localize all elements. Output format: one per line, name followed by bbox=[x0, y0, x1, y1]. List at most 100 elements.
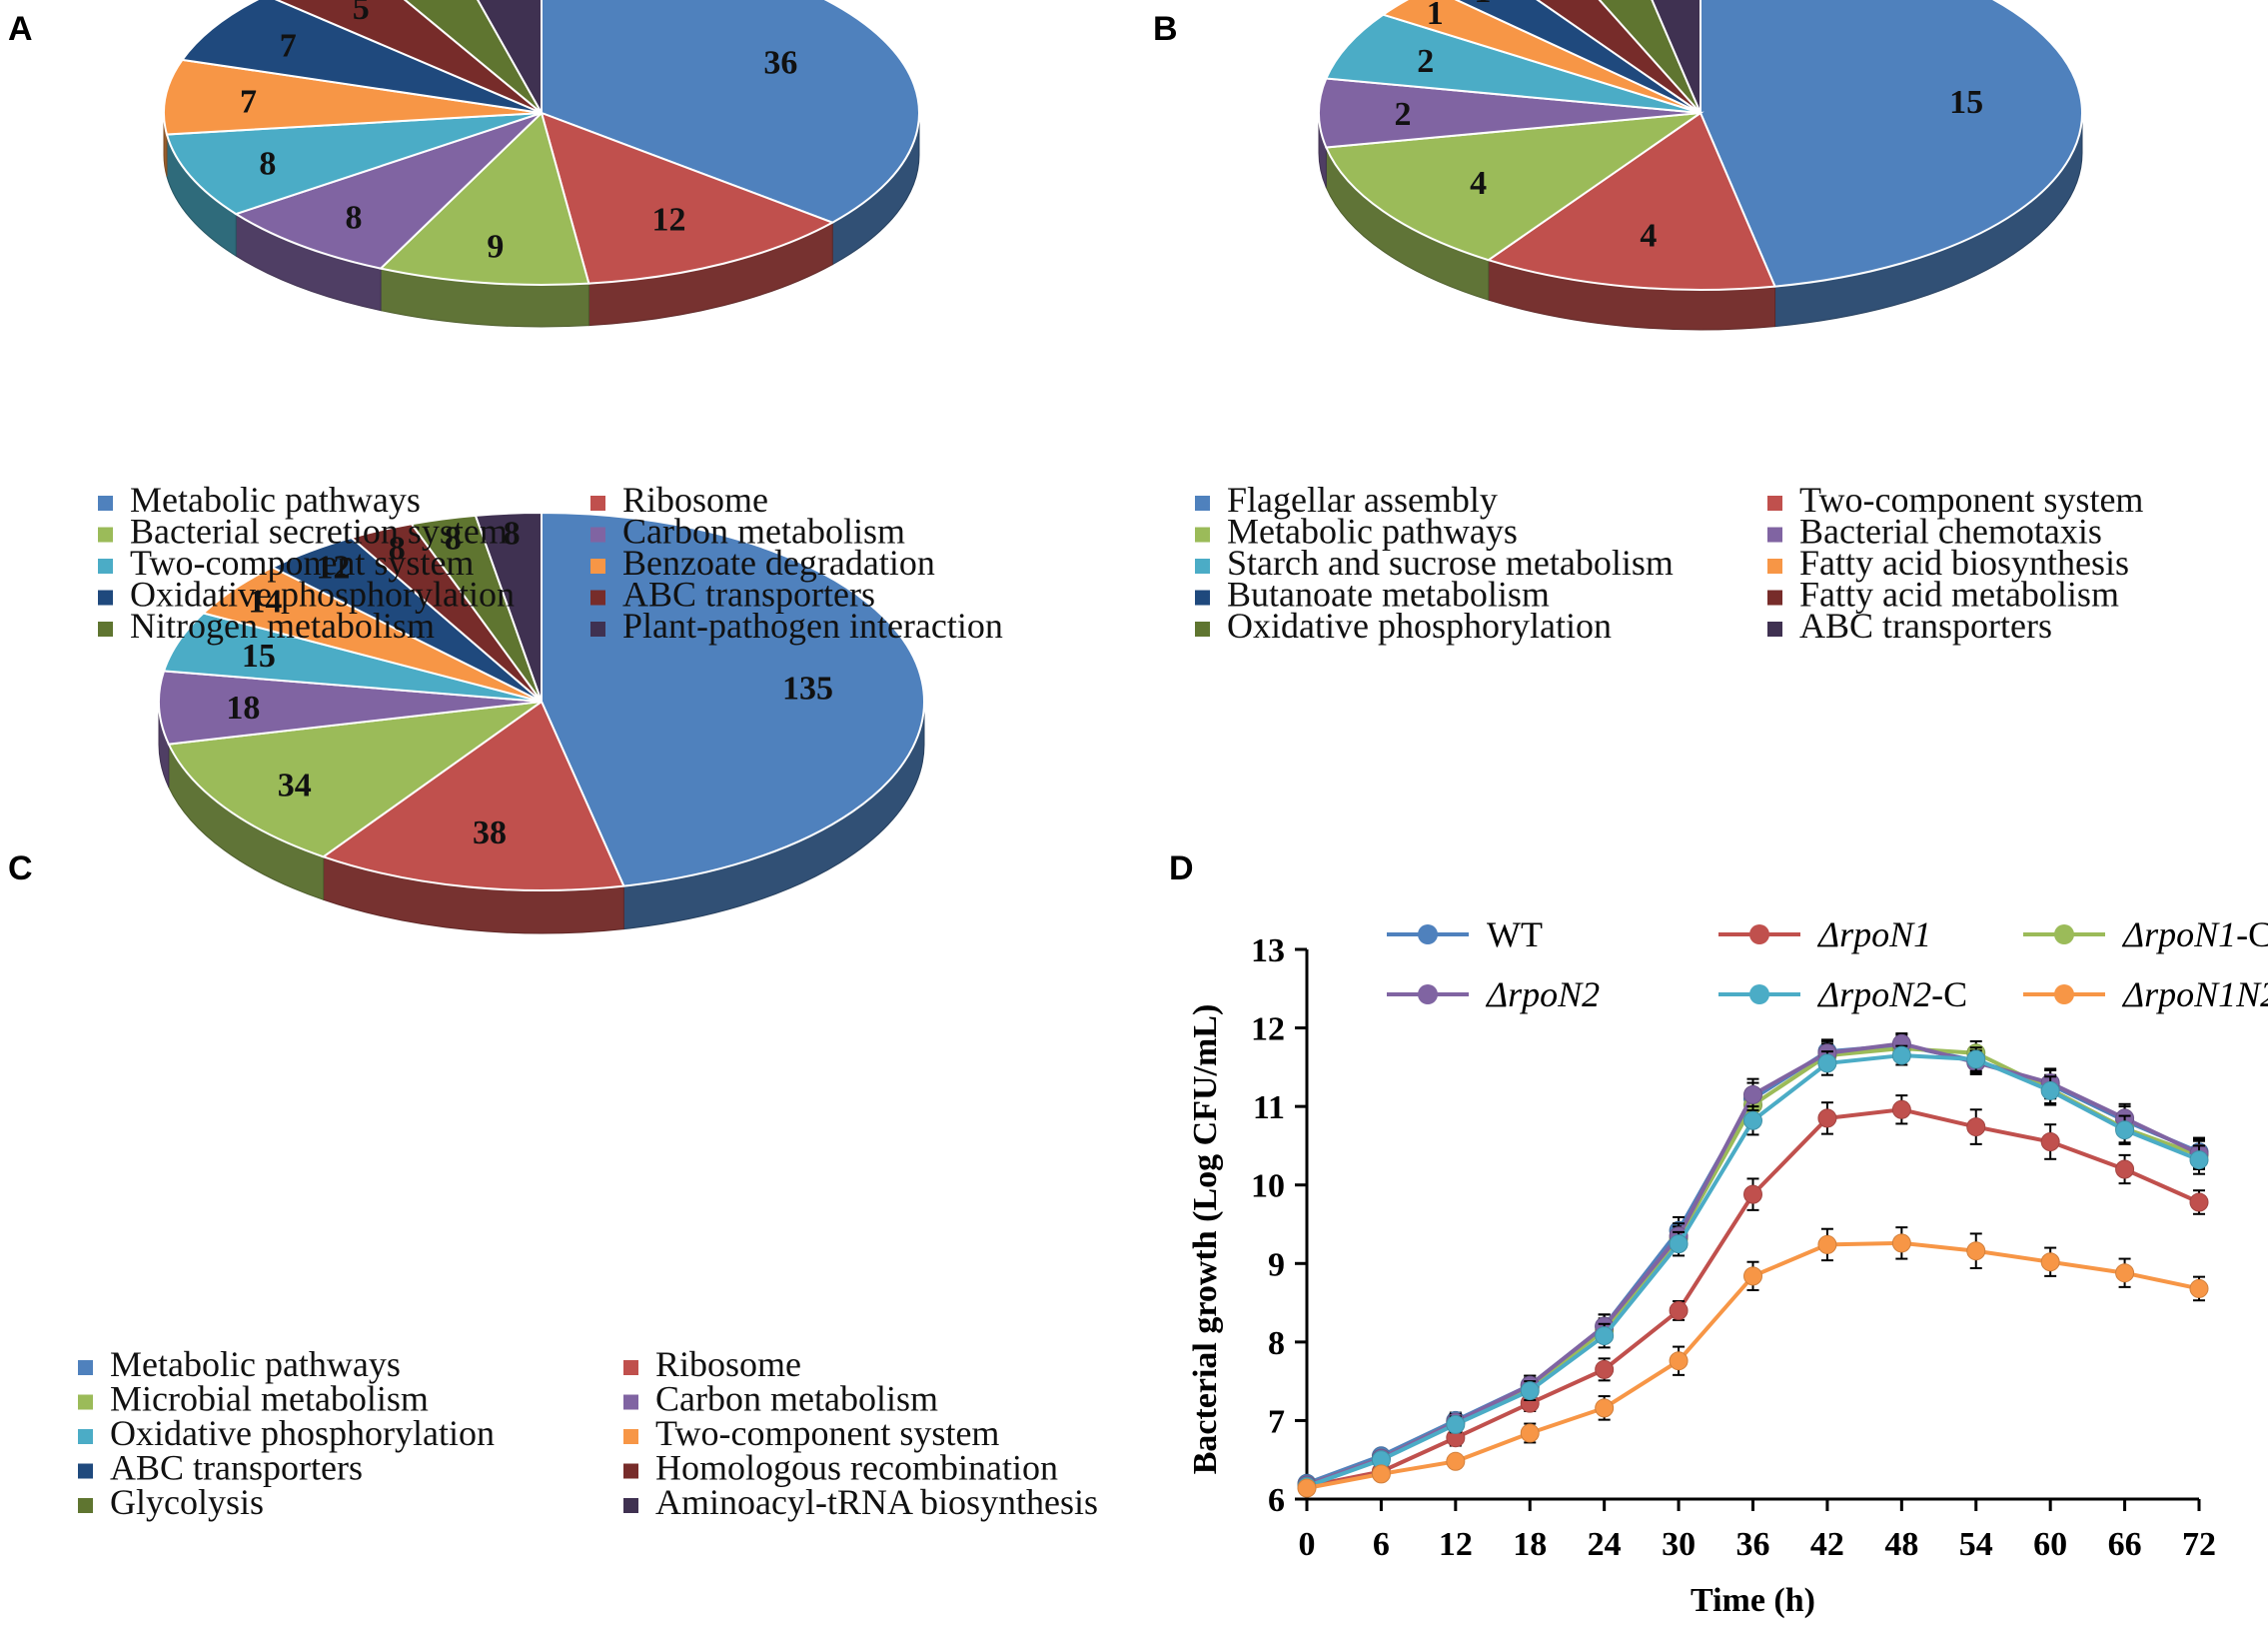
data-point-1-9 bbox=[1966, 1117, 1986, 1137]
pie-slice-8 bbox=[1598, 0, 1701, 114]
pie-slice-3 bbox=[1318, 77, 1701, 149]
legend-label-8: Oxidative phosphorylation bbox=[1227, 606, 1612, 646]
legend-swatch-9 bbox=[590, 622, 605, 637]
slice-value-label-6: 12 bbox=[316, 550, 350, 587]
legend-label-7: Homologous recombination bbox=[655, 1448, 1058, 1488]
legend-label-6: Oxidative phosphorylation bbox=[130, 575, 515, 615]
pie-slice-9 bbox=[1651, 0, 1701, 114]
pie-slice-7 bbox=[275, 0, 543, 114]
data-point-5-7 bbox=[1817, 1234, 1837, 1254]
legend-swatch-1 bbox=[590, 496, 605, 511]
legend-swatch-9 bbox=[1767, 622, 1782, 637]
slice-value-label-0: 135 bbox=[782, 671, 833, 708]
line-legend-marker-4 bbox=[1749, 984, 1769, 1004]
pie-slice-6 bbox=[180, 0, 543, 114]
pie-slice-8 bbox=[403, 0, 543, 114]
legend-swatch-0 bbox=[78, 1360, 93, 1375]
x-tick-label-6: 36 bbox=[1736, 1526, 1770, 1563]
line-legend-label-0: WT bbox=[1487, 914, 1543, 954]
slice-value-label-3: 8 bbox=[346, 199, 363, 236]
x-tick-label-9: 54 bbox=[1959, 1526, 1993, 1563]
data-point-4-12 bbox=[2189, 1150, 2209, 1170]
legend-label-5: Fatty acid biosynthesis bbox=[1799, 543, 2129, 583]
legend-swatch-0 bbox=[98, 496, 113, 511]
legend-swatch-5 bbox=[1767, 559, 1782, 574]
legend-swatch-6 bbox=[98, 590, 113, 606]
legend-label-2: Bacterial secretion system bbox=[130, 512, 508, 552]
line-legend-label-1: ΔrpoN1 bbox=[1816, 914, 1931, 954]
legend-swatch-6 bbox=[78, 1463, 93, 1479]
pie-slice-1 bbox=[321, 700, 625, 891]
line-legend-marker-1 bbox=[1749, 924, 1769, 944]
panel-label-a: A bbox=[8, 10, 33, 48]
data-point-5-11 bbox=[2115, 1263, 2135, 1283]
legend-label-6: Butanoate metabolism bbox=[1227, 575, 1550, 615]
slice-value-label-6: 7 bbox=[280, 28, 297, 65]
legend-label-4: Starch and sucrose metabolism bbox=[1227, 543, 1674, 583]
slice-value-label-8: 8 bbox=[445, 521, 462, 558]
legend-label-9: ABC transporters bbox=[1799, 606, 2052, 646]
line-legend-label-3: ΔrpoN2 bbox=[1485, 974, 1600, 1014]
legend-swatch-0 bbox=[1195, 496, 1210, 511]
line-legend-marker-0 bbox=[1418, 924, 1438, 944]
y-tick-label-3: 9 bbox=[1268, 1246, 1285, 1283]
data-point-4-4 bbox=[1595, 1326, 1615, 1346]
legend-swatch-4 bbox=[78, 1429, 93, 1444]
x-tick-label-0: 0 bbox=[1299, 1526, 1316, 1563]
x-tick-label-4: 24 bbox=[1588, 1526, 1622, 1563]
slice-value-label-1: 4 bbox=[1640, 218, 1657, 255]
legend-swatch-7 bbox=[623, 1463, 638, 1479]
legend-label-5: Two-component system bbox=[655, 1413, 999, 1453]
legend-label-4: Oxidative phosphorylation bbox=[110, 1413, 495, 1453]
y-tick-label-2: 8 bbox=[1268, 1325, 1285, 1362]
pie-slice-3 bbox=[158, 670, 543, 746]
data-point-4-7 bbox=[1817, 1053, 1837, 1073]
pie-slice-2 bbox=[379, 111, 590, 286]
legend-label-3: Carbon metabolism bbox=[655, 1379, 938, 1419]
legend-swatch-4 bbox=[1195, 559, 1210, 574]
x-tick-label-7: 42 bbox=[1810, 1526, 1844, 1563]
legend-swatch-1 bbox=[1767, 496, 1782, 511]
x-tick-label-11: 66 bbox=[2108, 1526, 2142, 1563]
data-point-5-3 bbox=[1520, 1423, 1540, 1443]
x-tick-label-12: 72 bbox=[2182, 1526, 2216, 1563]
data-point-4-10 bbox=[2040, 1080, 2060, 1100]
slice-value-label-1: 12 bbox=[651, 202, 685, 239]
pie-slice-5 bbox=[1381, 0, 1701, 114]
data-point-5-12 bbox=[2189, 1278, 2209, 1298]
x-tick-label-5: 30 bbox=[1662, 1526, 1696, 1563]
data-point-3-6 bbox=[1743, 1084, 1762, 1104]
legend-swatch-7 bbox=[1767, 590, 1782, 606]
pie-slice-3 bbox=[233, 112, 543, 270]
pie-slice-4 bbox=[165, 112, 543, 216]
slice-value-label-5: 7 bbox=[240, 83, 257, 120]
pie-sides bbox=[163, 112, 920, 328]
line-legend-marker-2 bbox=[2054, 924, 2074, 944]
slice-value-label-3: 18 bbox=[226, 690, 260, 727]
data-point-5-0 bbox=[1297, 1478, 1317, 1498]
legend-label-3: Carbon metabolism bbox=[622, 512, 905, 552]
legend-label-8: Nitrogen metabolism bbox=[130, 606, 435, 646]
slice-value-label-4: 8 bbox=[259, 145, 276, 182]
legend-label-4: Two-component system bbox=[130, 543, 474, 583]
legend-swatch-2 bbox=[78, 1394, 93, 1410]
x-tick-label-1: 6 bbox=[1373, 1526, 1390, 1563]
data-point-5-5 bbox=[1669, 1351, 1689, 1371]
legend-swatch-8 bbox=[98, 622, 113, 637]
legend-c: Metabolic pathways Ribosome Microbial meta… bbox=[78, 1344, 1098, 1522]
legend-label-7: ABC transporters bbox=[622, 575, 875, 615]
y-tick-label-4: 10 bbox=[1251, 1168, 1285, 1205]
legend-swatch-4 bbox=[98, 559, 113, 574]
slice-value-label-4: 15 bbox=[242, 638, 276, 675]
y-tick-label-6: 12 bbox=[1251, 1011, 1285, 1048]
legend-label-2: Metabolic pathways bbox=[1227, 512, 1518, 552]
legend-label-1: Ribosome bbox=[622, 480, 768, 520]
pie-slice-0 bbox=[541, 511, 925, 887]
pie-slice-1 bbox=[540, 111, 835, 285]
y-axis-title: Bacterial growth (Log CFU/mL) bbox=[1187, 1004, 1224, 1475]
line-legend-label-4: ΔrpoN2-C bbox=[1816, 974, 1967, 1014]
legend-swatch-8 bbox=[78, 1498, 93, 1513]
slice-value-label-2: 9 bbox=[487, 229, 504, 266]
x-tick-label-3: 18 bbox=[1513, 1526, 1547, 1563]
